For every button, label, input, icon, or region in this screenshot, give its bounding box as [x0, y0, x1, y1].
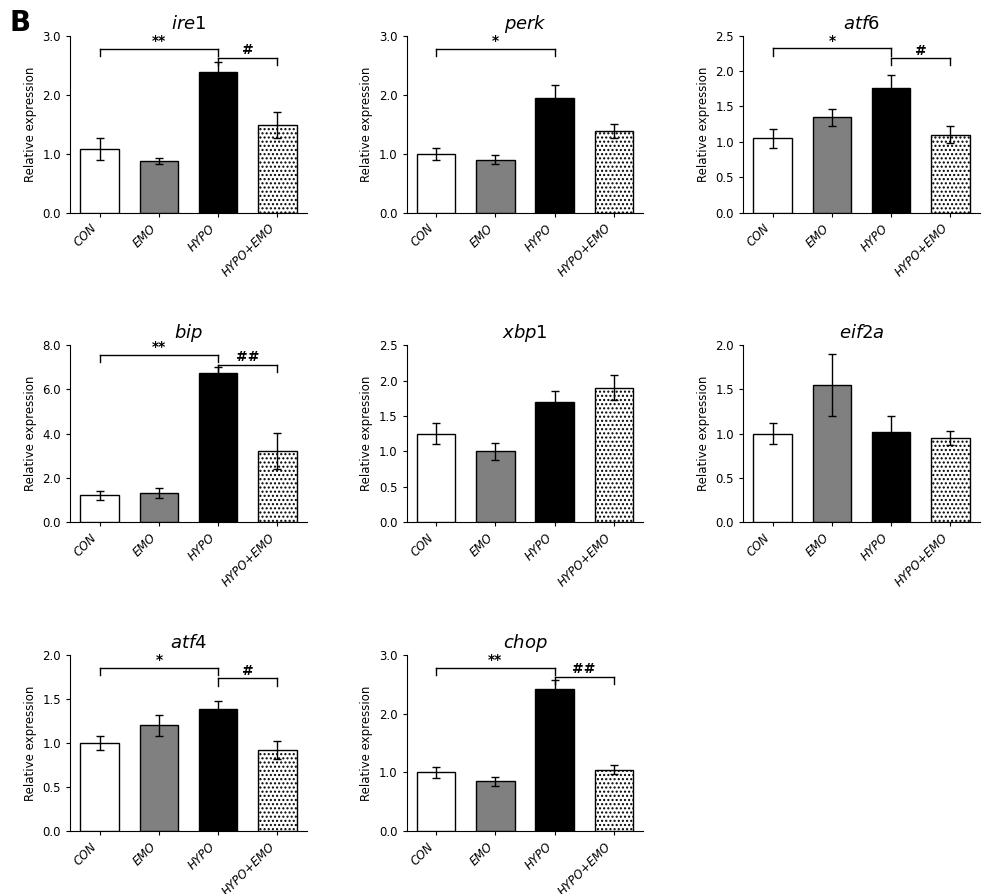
Y-axis label: Relative expression: Relative expression	[360, 375, 373, 492]
Title: $\it{perk}$: $\it{perk}$	[504, 13, 546, 35]
Bar	[476, 159, 515, 213]
Bar	[80, 495, 119, 522]
Text: *: *	[155, 653, 162, 667]
Bar	[80, 743, 119, 831]
Bar	[535, 401, 574, 522]
Bar	[140, 493, 178, 522]
Bar	[535, 97, 574, 213]
Text: **: **	[152, 341, 166, 354]
Title: $\it{xbp1}$: $\it{xbp1}$	[502, 322, 548, 344]
Text: #: #	[915, 44, 927, 57]
Bar	[417, 154, 455, 213]
Bar	[258, 451, 297, 522]
Bar	[140, 725, 178, 831]
Bar	[199, 72, 237, 213]
Title: $\it{eif2a}$: $\it{eif2a}$	[839, 325, 884, 342]
Bar	[753, 434, 792, 522]
Bar	[595, 770, 633, 831]
Bar	[417, 434, 455, 522]
Title: $\it{chop}$: $\it{chop}$	[503, 632, 547, 654]
Text: **: **	[488, 653, 503, 667]
Y-axis label: Relative expression: Relative expression	[697, 375, 710, 492]
Bar	[813, 385, 851, 522]
Bar	[753, 139, 792, 213]
Bar	[595, 388, 633, 522]
Title: $\it{ire1}$: $\it{ire1}$	[171, 15, 206, 33]
Title: $\it{bip}$: $\it{bip}$	[174, 322, 203, 344]
Text: B: B	[10, 9, 31, 37]
Text: ##: ##	[236, 350, 259, 364]
Bar	[80, 149, 119, 213]
Bar	[417, 772, 455, 831]
Bar	[535, 688, 574, 831]
Bar	[595, 131, 633, 213]
Y-axis label: Relative expression: Relative expression	[697, 66, 710, 181]
Y-axis label: Relative expression: Relative expression	[24, 66, 37, 181]
Text: **: **	[152, 34, 166, 48]
Bar	[813, 117, 851, 213]
Bar	[199, 374, 237, 522]
Bar	[199, 710, 237, 831]
Bar	[931, 438, 970, 522]
Title: $\it{atf4}$: $\it{atf4}$	[170, 634, 207, 652]
Y-axis label: Relative expression: Relative expression	[360, 686, 373, 801]
Y-axis label: Relative expression: Relative expression	[24, 686, 37, 801]
Bar	[258, 125, 297, 213]
Title: $\it{atf6}$: $\it{atf6}$	[843, 15, 880, 33]
Text: *: *	[828, 34, 835, 47]
Bar	[872, 432, 910, 522]
Text: #: #	[242, 663, 254, 678]
Bar	[258, 750, 297, 831]
Y-axis label: Relative expression: Relative expression	[360, 66, 373, 181]
Bar	[872, 89, 910, 213]
Bar	[476, 781, 515, 831]
Text: #: #	[242, 43, 254, 57]
Bar	[140, 161, 178, 213]
Text: ##: ##	[572, 662, 596, 676]
Y-axis label: Relative expression: Relative expression	[24, 375, 37, 492]
Bar	[476, 451, 515, 522]
Text: *: *	[492, 34, 499, 48]
Bar	[931, 135, 970, 213]
